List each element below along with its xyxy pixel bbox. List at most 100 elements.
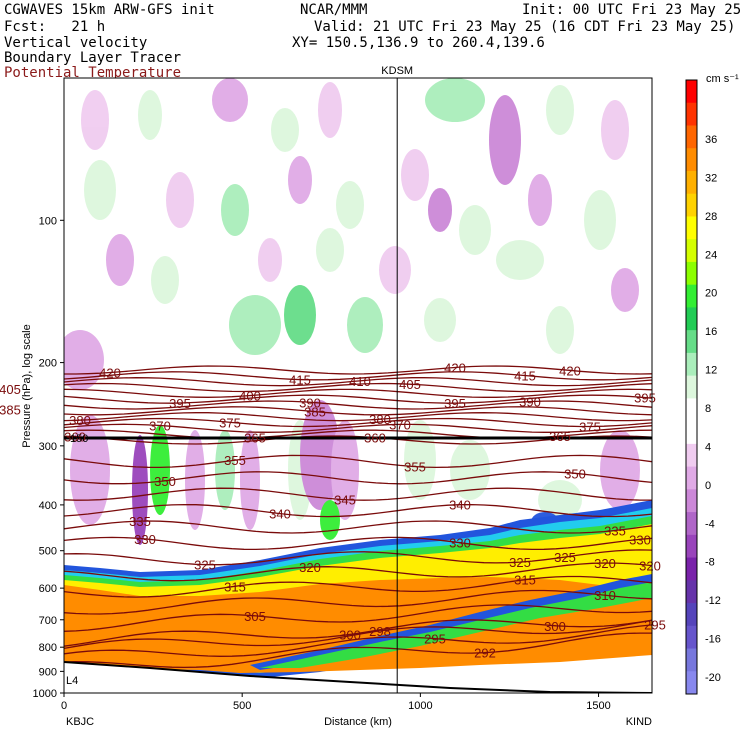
isentrope-label: 400 xyxy=(239,389,261,404)
colorbar: 36 32 28 24 20 16 12 8 4 0 -4 -8 -12 -16 -20 xyxy=(685,79,721,695)
colorbar-swatch xyxy=(686,284,697,308)
colorbar-swatch xyxy=(686,580,697,604)
isentrope-label: 390 xyxy=(299,395,321,410)
header-init: Init: 00 UTC Fri 23 May 25 xyxy=(522,2,740,18)
x-tick-label: 1500 xyxy=(586,700,610,712)
corner-label: L4 xyxy=(66,675,78,687)
y-tick-label: 500 xyxy=(39,546,57,558)
isentrope-line xyxy=(64,406,652,416)
isentrope-label: 335 xyxy=(604,524,626,539)
isentrope-label: 325 xyxy=(194,558,216,573)
y-tick-label: 100 xyxy=(39,215,57,227)
isentrope-line xyxy=(64,619,652,647)
colorbar-label: 0 xyxy=(705,480,711,492)
tracer-field-label: Boundary Layer Tracer xyxy=(4,50,182,66)
isentrope-label: 380 xyxy=(69,413,91,428)
colorbar-swatch xyxy=(686,603,697,627)
colorbar-swatch xyxy=(686,489,697,513)
x-tick-label: 0 xyxy=(61,700,67,712)
y-tick-label: 1000 xyxy=(33,688,57,700)
isentrope-label: 350 xyxy=(154,474,176,489)
isentrope-label: 385 xyxy=(304,405,326,420)
isentrope-label: 325 xyxy=(509,555,531,570)
isentrope-label: 300 xyxy=(544,619,566,634)
isentrope-label: 360 xyxy=(364,431,386,446)
colorbar-swatch xyxy=(686,443,697,468)
colorbar-swatch xyxy=(686,648,697,672)
isentrope-line xyxy=(64,371,652,381)
isentrope-label: 380 xyxy=(369,412,391,427)
colorbar-label: 12 xyxy=(705,365,717,377)
plot-panel xyxy=(64,78,652,693)
y-tick-label: 600 xyxy=(39,583,57,595)
colorbar-label: 36 xyxy=(705,134,717,146)
isentrope-label: 325 xyxy=(554,550,576,565)
colorbar-swatch xyxy=(686,261,697,286)
isentrope-line xyxy=(64,400,652,410)
isentrope-line xyxy=(64,388,652,398)
header-fcst: Fcst: 21 h xyxy=(4,19,106,35)
isentrope-line xyxy=(64,382,652,393)
isentrope-label: 415 xyxy=(514,369,536,384)
colorbar-label: 4 xyxy=(705,441,711,453)
isentrope-label: 420 xyxy=(444,360,466,375)
colorbar-swatch xyxy=(686,80,697,104)
isentrope-label: 292 xyxy=(474,646,496,661)
colorbar-swatch xyxy=(686,671,697,695)
colorbar-units: cm s⁻¹ xyxy=(706,73,739,85)
colorbar-swatch xyxy=(686,239,697,263)
isentrope-label: 360 xyxy=(64,430,86,445)
colorbar-swatch xyxy=(686,512,697,536)
isentrope-line xyxy=(64,487,652,501)
x-axis-ticks: 0 500 1000 1500 xyxy=(61,693,611,712)
isentrope-label: 410 xyxy=(349,374,371,389)
isentrope-label: 310 xyxy=(594,588,616,603)
colorbar-swatch xyxy=(686,534,697,559)
isentrope-label: 390 xyxy=(519,395,541,410)
colorbar-swatch xyxy=(686,375,697,399)
isentrope-label: 370 xyxy=(389,417,411,432)
header-center: NCAR/MMM xyxy=(300,2,368,18)
x-axis-label: Distance (km) xyxy=(324,716,392,728)
y-tick-label: 700 xyxy=(39,615,57,627)
colorbar-swatch xyxy=(686,216,697,240)
colorbar-swatch xyxy=(686,421,697,445)
isentrope-line xyxy=(64,365,652,375)
contour-field-label: Potential Temperature xyxy=(4,65,182,81)
left-station-label: KBJC xyxy=(66,716,94,728)
right-station-label: KIND xyxy=(626,716,652,728)
isentrope-line xyxy=(64,471,652,485)
isentrope-label: 295 xyxy=(644,618,666,633)
tropopause-label: 150 xyxy=(70,433,88,445)
isentrope-line xyxy=(64,575,652,598)
colorbar-swatch xyxy=(686,330,697,354)
isentrope-label: 315 xyxy=(224,579,246,594)
colorbar-frame xyxy=(685,79,698,695)
station-marker-label: KDSM xyxy=(381,65,413,77)
isentrope-line xyxy=(64,589,652,615)
isentrope-label: 385 xyxy=(0,403,21,418)
isentrope-line xyxy=(64,423,652,433)
isentrope-label: 315 xyxy=(514,573,536,588)
colorbar-label: 32 xyxy=(705,172,717,184)
isentrope-line xyxy=(64,454,652,469)
isentrope-label: 300 xyxy=(339,627,361,642)
colorbar-label: -16 xyxy=(705,634,721,646)
colorbar-label: -20 xyxy=(705,672,721,684)
x-tick-label: 1000 xyxy=(408,700,432,712)
colorbar-swatch xyxy=(686,398,697,422)
isentrope-label: 370 xyxy=(149,418,171,433)
isentrope-line xyxy=(64,619,652,650)
terrain xyxy=(64,662,652,693)
colorbar-label: 28 xyxy=(705,211,717,223)
isentrope-label: 365 xyxy=(244,431,266,446)
isentrope-line xyxy=(64,632,652,669)
colorbar-label: -4 xyxy=(705,518,715,530)
y-tick-label: 400 xyxy=(39,500,57,512)
colorbar-swatch xyxy=(686,625,697,650)
isentrope-label: 405 xyxy=(0,382,21,397)
isentrope-label: 320 xyxy=(594,556,616,571)
isentrope-line xyxy=(64,624,652,657)
isentrope-label: 340 xyxy=(269,507,291,522)
